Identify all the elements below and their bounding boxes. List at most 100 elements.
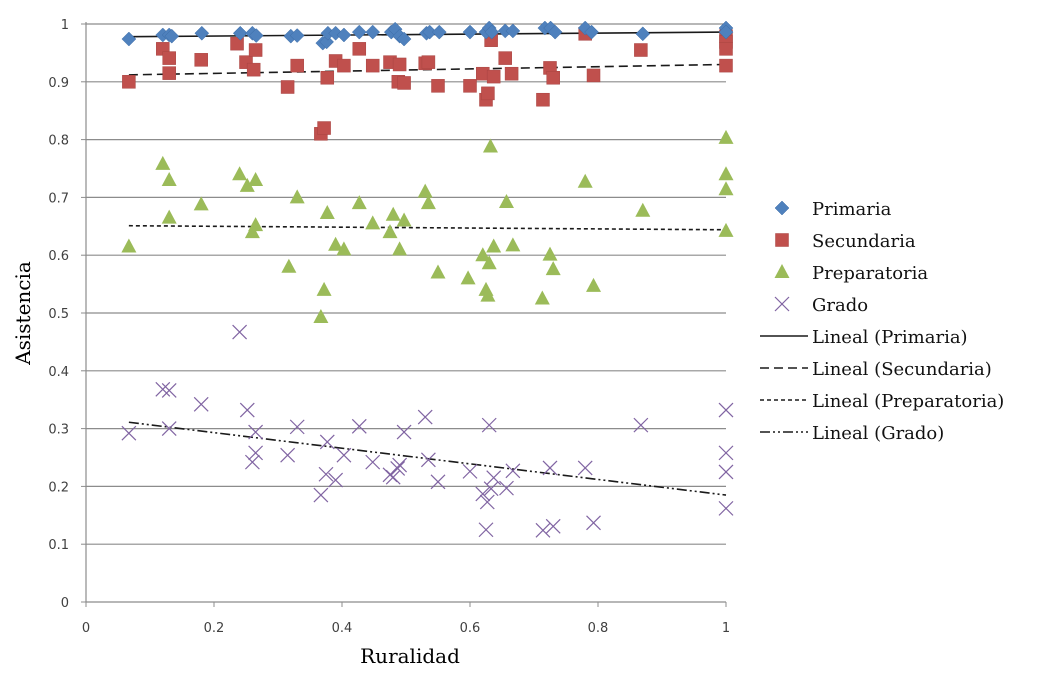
point-grado: [396, 424, 412, 440]
point-preparatoria: [486, 238, 502, 253]
point-grado: [155, 381, 171, 397]
point-grado: [479, 494, 495, 510]
point-grado: [633, 417, 649, 433]
y-tick-label: 0.5: [48, 307, 69, 322]
point-grado: [718, 402, 734, 418]
point-preparatoria: [313, 309, 329, 324]
point-grado: [232, 324, 248, 340]
data-points: [121, 20, 734, 538]
point-preparatoria: [289, 189, 305, 204]
legend-marker-primaria: [774, 200, 790, 216]
point-secundaria: [162, 51, 176, 65]
point-preparatoria: [718, 222, 734, 237]
y-tick-label: 0: [61, 596, 69, 611]
gridlines: [86, 23, 726, 545]
y-tick-label: 0.2: [48, 480, 69, 495]
x-tick-label: 0.2: [204, 621, 225, 636]
point-primaria: [164, 28, 180, 44]
point-secundaria: [546, 71, 560, 85]
point-grado: [577, 460, 593, 476]
legend-label: Lineal (Secundaria): [812, 359, 992, 380]
y-tick-label: 0.9: [48, 76, 69, 91]
point-preparatoria: [161, 209, 177, 224]
trendlines: [128, 31, 727, 496]
x-tick-label: 0.6: [460, 621, 481, 636]
point-grado: [417, 409, 433, 425]
point-preparatoria: [718, 129, 734, 144]
y-tick-label: 1: [61, 18, 69, 33]
legend-item-grado: Grado: [774, 295, 868, 316]
point-preparatoria: [498, 194, 514, 209]
legend-item-primaria: Primaria: [774, 199, 892, 220]
point-grado: [505, 463, 521, 479]
y-tick-label: 0.7: [48, 191, 69, 206]
y-tick-labels: 0 0.1 0.2 0.3 0.4 0.5 0.6 0.7 0.8 0.9 1: [48, 18, 69, 611]
point-grado: [420, 452, 436, 468]
y-tick-label: 0.8: [48, 134, 69, 149]
point-preparatoria: [281, 258, 297, 273]
point-primaria: [365, 24, 381, 40]
point-grado: [280, 447, 296, 463]
point-secundaria: [246, 62, 261, 77]
legend: Primaria Secundaria Preparatoria Grado Linea…: [760, 199, 1004, 444]
x-tick-label: 1: [722, 621, 730, 636]
point-preparatoria: [392, 241, 408, 256]
x-tick-label: 0: [82, 621, 90, 636]
point-preparatoria: [482, 138, 498, 153]
series-grado: [121, 324, 734, 538]
point-grado: [289, 419, 305, 435]
legend-label: Lineal (Grado): [812, 423, 944, 444]
point-preparatoria: [239, 177, 255, 192]
point-grado: [248, 424, 264, 440]
y-tick-label: 0.1: [48, 538, 69, 553]
point-secundaria: [317, 121, 331, 135]
legend-label: Grado: [812, 295, 868, 316]
point-secundaria: [290, 58, 304, 73]
point-grado: [499, 480, 514, 496]
point-preparatoria: [505, 237, 521, 252]
series-primaria: [121, 20, 734, 51]
point-grado: [483, 481, 499, 497]
point-primaria: [584, 24, 599, 40]
point-grado: [545, 518, 561, 534]
point-preparatoria: [328, 236, 344, 251]
point-preparatoria: [542, 246, 558, 261]
trendline-lineal-preparatoria: [128, 224, 727, 231]
point-grado: [351, 418, 367, 434]
point-primaria: [248, 28, 264, 43]
point-primaria: [431, 24, 447, 40]
point-grado: [535, 522, 551, 538]
point-primaria: [121, 31, 137, 47]
y-tick-label: 0.4: [48, 365, 69, 380]
point-primaria: [194, 25, 210, 41]
point-secundaria: [634, 43, 648, 57]
point-preparatoria: [248, 217, 264, 232]
x-tick-label: 0.4: [332, 621, 353, 636]
point-secundaria: [397, 76, 411, 90]
point-grado: [475, 486, 491, 502]
point-preparatoria: [193, 196, 209, 211]
point-primaria: [289, 28, 305, 43]
point-primaria: [336, 27, 352, 43]
point-primaria: [351, 24, 367, 40]
point-grado: [161, 383, 177, 398]
point-preparatoria: [351, 195, 367, 210]
axes: [81, 22, 727, 607]
x-tick-label: 0.8: [588, 621, 609, 636]
point-preparatoria: [475, 247, 491, 262]
legend-label: Lineal (Primaria): [812, 327, 968, 348]
point-preparatoria: [121, 238, 137, 253]
point-primaria: [635, 26, 651, 42]
point-primaria: [547, 24, 563, 40]
point-secundaria: [719, 42, 733, 56]
point-preparatoria: [161, 172, 177, 187]
legend-label: Preparatoria: [812, 263, 928, 284]
point-grado: [336, 447, 352, 463]
point-secundaria: [280, 80, 295, 94]
point-grado: [390, 461, 406, 476]
series-preparatoria: [121, 129, 734, 324]
point-secundaria: [248, 43, 263, 57]
point-preparatoria: [545, 261, 561, 276]
point-secundaria: [337, 58, 351, 73]
